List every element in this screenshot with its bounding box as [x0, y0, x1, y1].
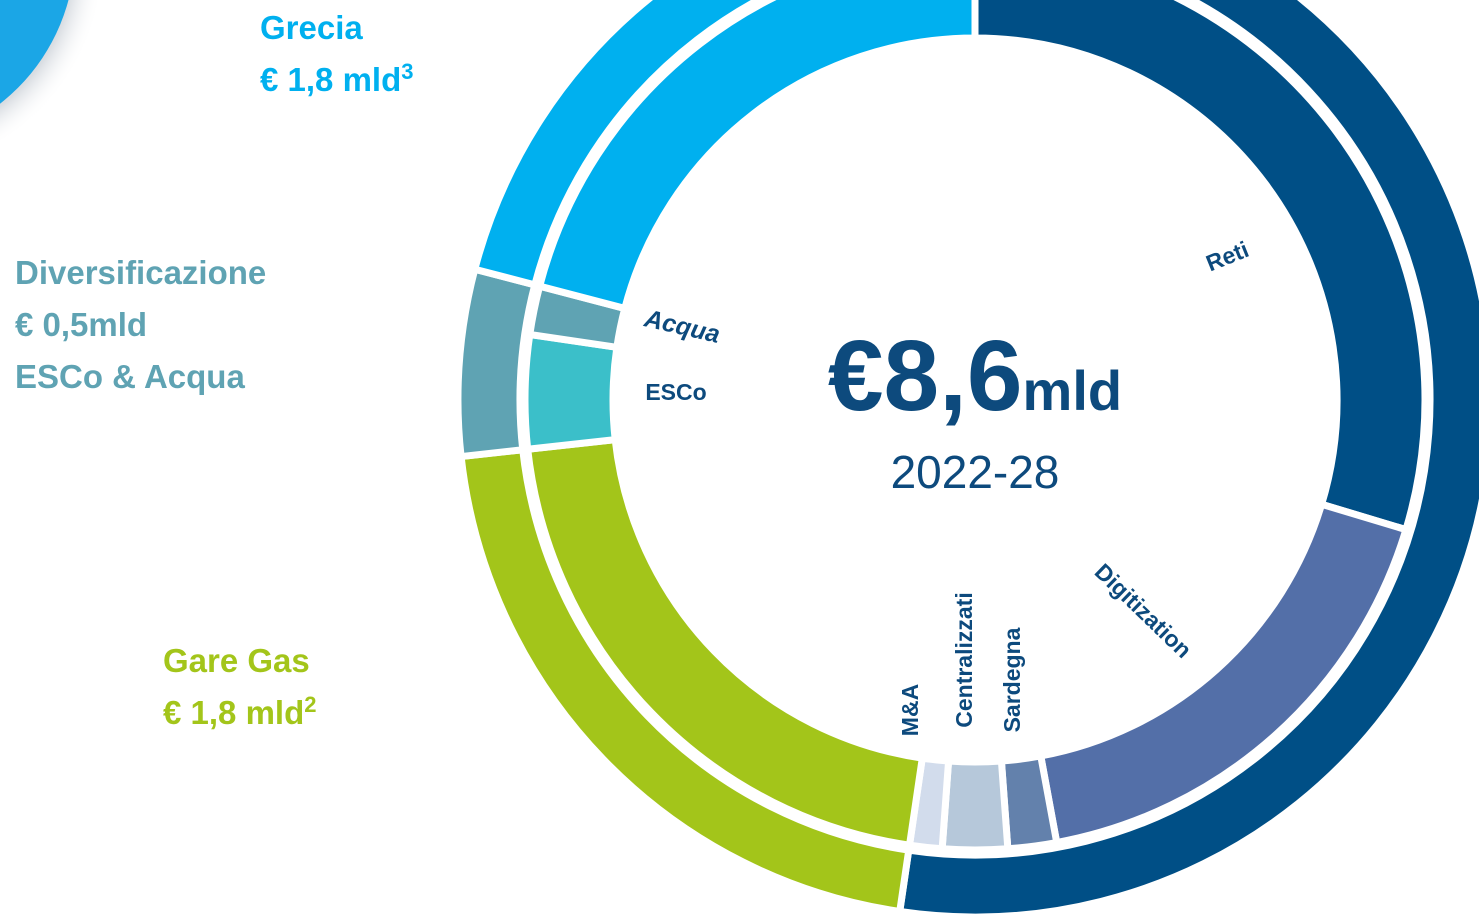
value-label-text: € 1,8 mld	[163, 694, 304, 731]
rings	[454, 0, 1479, 921]
segment-label: Gare Gas	[163, 642, 310, 679]
segment-sublabel: ESCo & Acqua	[15, 358, 245, 395]
value-label: € 0,5mld	[15, 306, 147, 343]
value-label-text: € 0,5mld	[15, 306, 147, 343]
value-label: € 1,8 mld2	[163, 692, 316, 731]
donut-segment	[470, 0, 766, 290]
segment-label: Acqua	[641, 304, 723, 349]
segment-label: Sardegna	[999, 627, 1025, 732]
donut-segment	[971, 0, 1429, 535]
segment-label: Reti	[1202, 236, 1252, 276]
segment-label: Digitization	[1090, 558, 1197, 663]
value-label: € 1,8 mld3	[260, 59, 413, 98]
donut-segment	[521, 330, 621, 454]
total: €8,6mld	[828, 320, 1122, 432]
segment-label: Diversificazione	[15, 254, 266, 291]
segment-label: Centralizzati	[951, 592, 977, 727]
footnote-marker: 2	[304, 692, 316, 717]
corner-decoration	[0, 0, 69, 104]
segment-label: M&A	[897, 684, 923, 736]
donut-segment	[535, 0, 979, 313]
total-value: €8,6	[828, 320, 1023, 432]
value-label-text: € 1,8 mld	[260, 61, 401, 98]
period: 2022-28	[891, 446, 1060, 498]
footnote-marker: 3	[401, 59, 413, 84]
segment-label: ESCo	[645, 379, 706, 405]
total-unit: mld	[1023, 359, 1123, 422]
donut-segment	[938, 757, 1012, 854]
segment-label: Grecia	[260, 9, 363, 46]
donut-segment	[895, 0, 1479, 921]
